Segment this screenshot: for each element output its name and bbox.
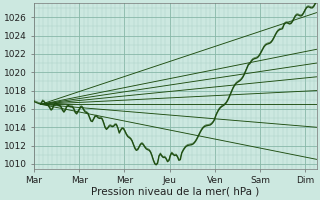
X-axis label: Pression niveau de la mer( hPa ): Pression niveau de la mer( hPa ): [91, 187, 260, 197]
